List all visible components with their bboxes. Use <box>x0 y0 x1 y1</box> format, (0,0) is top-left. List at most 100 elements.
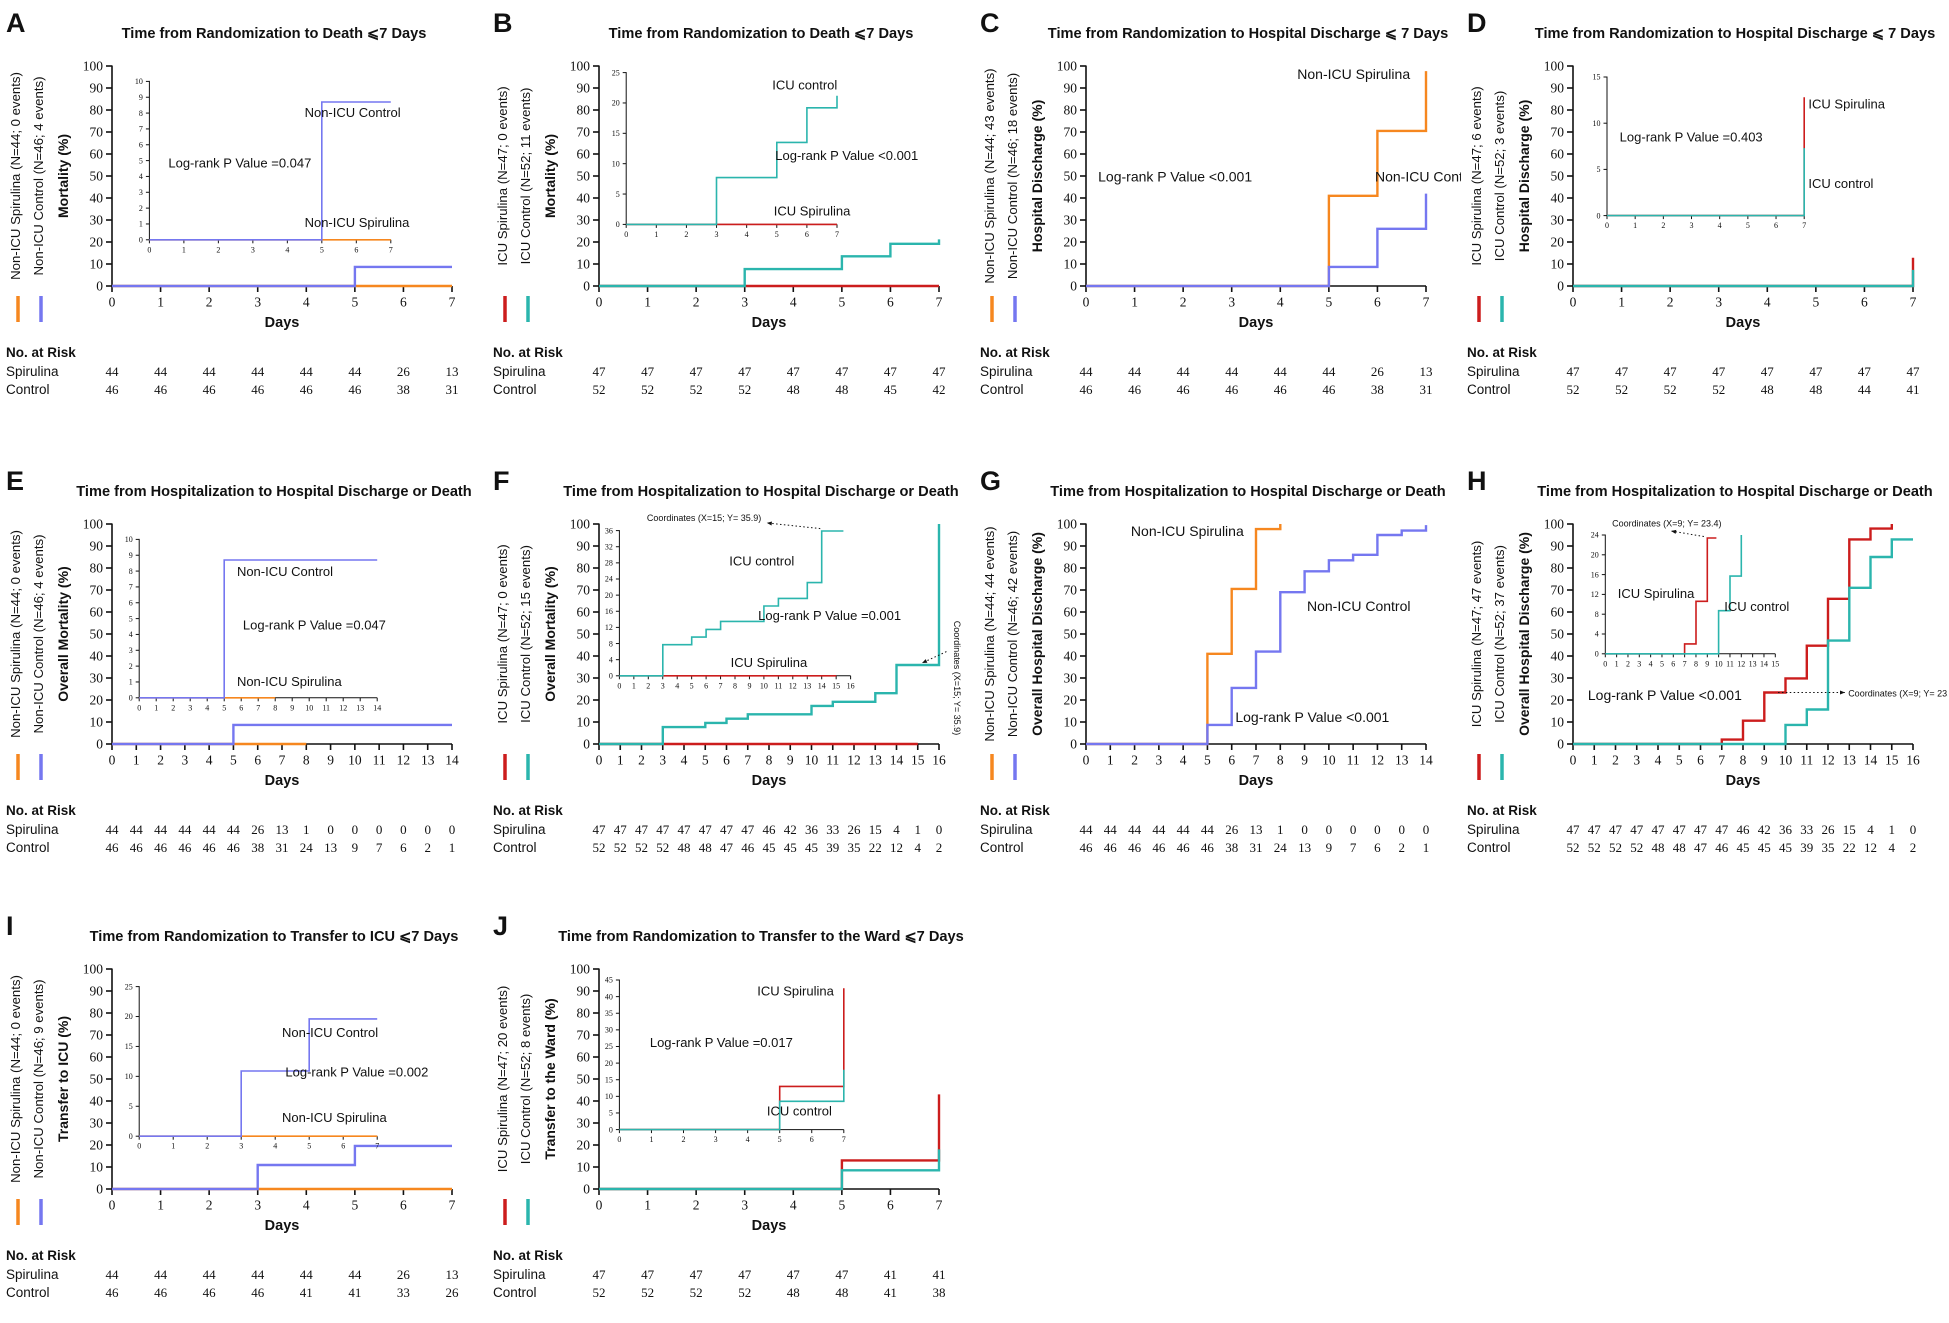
x-tick-label: 14 <box>1760 659 1768 668</box>
legend-label: Non-ICU Control (N=46; 18 events) <box>1005 73 1020 279</box>
y-tick-label: 20 <box>577 693 591 708</box>
y-tick-label: 50 <box>1064 169 1078 184</box>
y-tick-label: 7 <box>139 125 143 134</box>
risk-value: 52 <box>1567 382 1580 397</box>
risk-table: No. at Risk Spirulina 44 44 44 44 44 44 26 13 Cont… <box>6 1248 459 1300</box>
x-tick-label: 7 <box>842 1135 846 1144</box>
risk-row-label: Spirulina <box>980 364 1033 379</box>
risk-value: 46 <box>106 382 120 397</box>
y-tick-label: 80 <box>1064 561 1078 576</box>
y-tick-label: 10 <box>577 715 591 730</box>
risk-value: 47 <box>1673 822 1687 837</box>
y-tick-label: 20 <box>1064 235 1078 250</box>
risk-value: 26 <box>1225 822 1239 837</box>
risk-value: 52 <box>1567 840 1580 855</box>
risk-value: 41 <box>300 1285 313 1300</box>
risk-row-label: Control <box>493 382 537 397</box>
x-tick-label: 4 <box>1180 753 1187 768</box>
risk-value: 35 <box>1822 840 1835 855</box>
panel-title: Time from Randomization to Hospital Disc… <box>1535 26 1935 42</box>
y-tick-label: 35 <box>605 1009 613 1018</box>
x-tick-label: 7 <box>1683 659 1687 668</box>
x-tick-label: 2 <box>693 1198 700 1213</box>
risk-value: 46 <box>1177 382 1191 397</box>
x-tick-label: 3 <box>239 1142 243 1151</box>
risk-value: 13 <box>1250 822 1263 837</box>
risk-value: 44 <box>348 1267 362 1282</box>
series-icu-control <box>1573 538 1913 746</box>
risk-table-header: No. at Risk <box>1467 803 1537 818</box>
panel-empty-2 <box>1461 903 1949 1323</box>
panel-title: Time from Hospitalization to Hospital Di… <box>563 484 959 500</box>
y-tick-label: 50 <box>577 1072 591 1087</box>
y-tick-label: 100 <box>83 962 104 977</box>
legend-label: Non-ICU Control (N=46; 42 events) <box>1005 531 1020 737</box>
inset-chart: 0 1 2 3 4 5 6 7 8 9 10 0 1 2 3 4 5 6 7 Non-ICU Control Log-r… <box>135 77 410 254</box>
y-tick-label: 100 <box>1544 59 1565 74</box>
risk-row-label: Control <box>1467 382 1511 397</box>
x-tick-label: 1 <box>654 230 658 239</box>
x-tick-label: 7 <box>835 230 839 239</box>
risk-value: 47 <box>835 1267 849 1282</box>
x-axis-label: Days <box>1239 315 1274 331</box>
x-tick-label: 15 <box>1885 753 1899 768</box>
curve-label: Log-rank P Value <0.001 <box>1235 709 1389 725</box>
risk-value: 7 <box>1350 840 1357 855</box>
y-tick-label: 1 <box>129 678 133 687</box>
x-tick-label: 1 <box>157 1198 164 1213</box>
risk-value: 46 <box>251 382 265 397</box>
panel-title: Time from Randomization to Transfer to t… <box>558 929 964 945</box>
curve-label: Non-ICU Control <box>1307 598 1410 614</box>
risk-row-label: Control <box>493 840 537 855</box>
risk-value: 9 <box>352 840 359 855</box>
risk-value: 44 <box>227 822 241 837</box>
x-tick-label: 14 <box>890 753 904 768</box>
x-tick-label: 8 <box>1277 753 1284 768</box>
legend-label: Non-ICU Control (N=46; 4 events) <box>31 77 46 276</box>
y-axis-label: Overall Mortality (%) <box>542 566 558 701</box>
y-tick-label: 0 <box>139 236 143 245</box>
panel-letter: B <box>493 8 513 38</box>
risk-value: 13 <box>1298 840 1311 855</box>
y-tick-label: 80 <box>577 103 591 118</box>
legend-label: ICU Spirulina (N=47; 6 events) <box>1469 86 1484 265</box>
risk-value: 1 <box>1889 822 1896 837</box>
risk-value: 13 <box>276 822 289 837</box>
panel-I: I Time from Randomization to Transfer to … <box>0 903 487 1323</box>
y-tick-label: 10 <box>1593 119 1601 128</box>
series-non-icu-control <box>1086 193 1428 288</box>
risk-value: 46 <box>203 840 217 855</box>
curve-label: Non-ICU Spirulina <box>1131 523 1244 539</box>
risk-value: 31 <box>1420 382 1433 397</box>
panel-G-chart: G Time from Hospitalization to Hospital D… <box>980 466 1446 855</box>
x-tick-label: 14 <box>818 681 826 690</box>
x-tick-label: 7 <box>936 1198 943 1213</box>
y-tick-label: 15 <box>612 129 620 138</box>
risk-value: 41 <box>1907 382 1920 397</box>
y-tick-label: 5 <box>1597 165 1601 174</box>
x-tick-label: 5 <box>1812 295 1819 310</box>
legend-label: Non-ICU Spirulina (N=44; 44 events) <box>982 526 997 741</box>
risk-value: 47 <box>593 822 607 837</box>
y-tick-label: 60 <box>577 1050 591 1065</box>
y-tick-label: 45 <box>605 976 613 985</box>
x-tick-label: 12 <box>339 703 347 712</box>
risk-row-label: Control <box>6 1285 50 1300</box>
inset-series <box>149 101 391 241</box>
y-tick-label: 90 <box>577 81 591 96</box>
x-tick-label: 4 <box>1277 295 1284 310</box>
x-tick-label: 7 <box>389 245 393 254</box>
risk-value: 38 <box>933 1285 946 1300</box>
y-tick-label: 5 <box>129 1102 133 1111</box>
panel-D-chart: D Time from Randomization to Hospital Dis… <box>1467 8 1935 397</box>
y-tick-label: 10 <box>90 1160 104 1175</box>
risk-value: 42 <box>784 822 797 837</box>
panel-letter: F <box>493 466 510 496</box>
risk-value: 41 <box>933 1267 946 1282</box>
risk-value: 52 <box>593 1285 606 1300</box>
inset-series <box>619 1069 845 1131</box>
risk-value: 47 <box>1567 364 1581 379</box>
panel-H-chart: H Time from Hospitalization to Hospital D… <box>1467 466 1949 855</box>
